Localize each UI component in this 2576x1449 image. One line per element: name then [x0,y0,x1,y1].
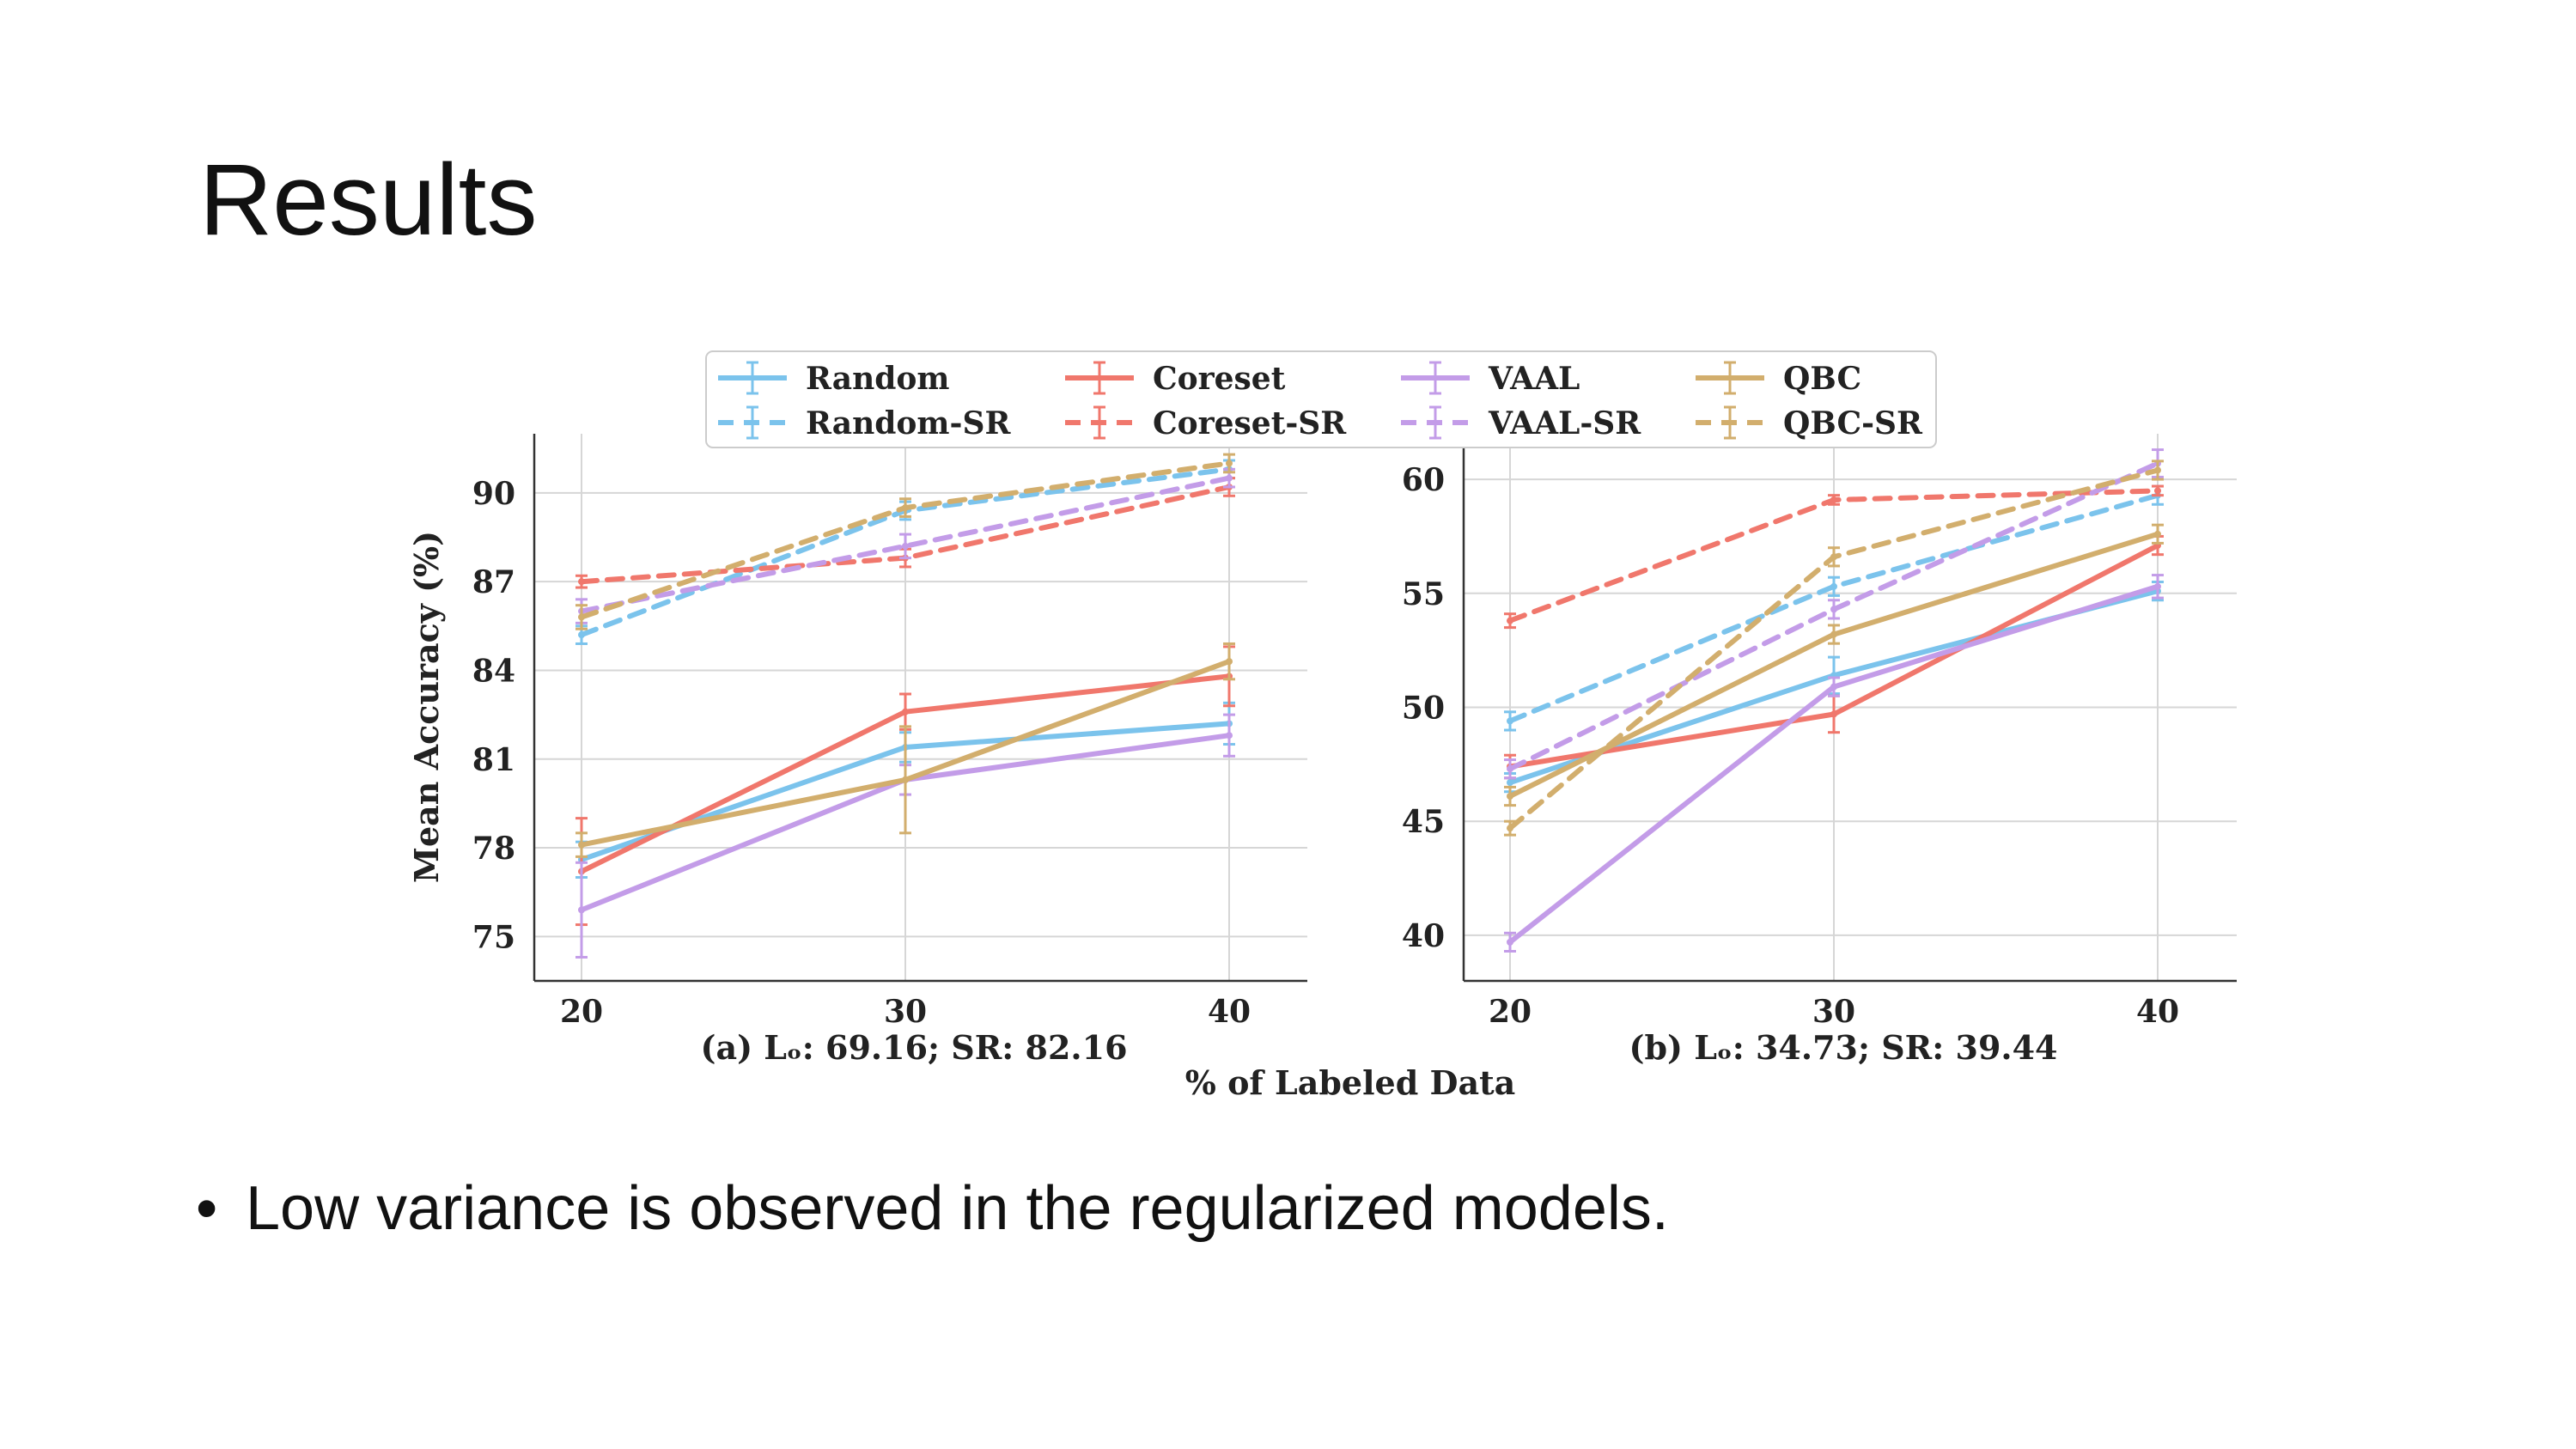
x-tick-label: 20 [560,994,603,1030]
data-point [1830,496,1837,503]
y-tick-label: 78 [472,831,515,867]
data-point [1226,474,1233,482]
data-point [902,708,909,715]
legend-label: Random-SR [806,405,1011,441]
x-tick-label: 40 [1208,994,1251,1030]
legend-label: Coreset-SR [1153,405,1347,441]
legend-label: VAAL [1488,361,1580,397]
data-point [2154,466,2161,474]
legend-label: VAAL-SR [1488,405,1641,441]
data-point [1226,732,1233,740]
data-point [578,613,585,621]
data-point [1507,779,1513,787]
data-point [1507,938,1513,946]
legend-label: QBC [1783,361,1861,397]
data-point [1830,710,1837,718]
legend-item-vaal-sr: VAAL-SR [1401,405,1641,441]
y-axis-label: Mean Accuracy (%) [407,531,446,883]
data-point [1507,617,1513,624]
slide-title: Results [199,143,538,257]
y-tick-label: 81 [472,742,515,778]
data-point [1507,765,1513,773]
legend-item-qbc-sr: QBC-SR [1696,405,1923,441]
data-point [578,578,585,586]
chart-panel-a: 75 78 81 84 87 90 20 30 40 (a) Lₒ: 69.16; SR: 82.… [407,434,1515,1102]
y-tick-label: 45 [1402,804,1445,840]
data-point [2154,530,2161,538]
x-tick-label: 30 [1812,994,1855,1030]
data-point [1226,460,1233,467]
data-point [578,906,585,914]
legend-item-coreset: Coreset [1065,361,1286,397]
legend: Random Coreset VAAL QBC Random-SR Coreset-SR V… [705,350,1937,448]
x-tick-label: 20 [1489,994,1532,1030]
legend-item-random-sr: Random-SR [718,405,1011,441]
x-tick-label: 40 [2136,994,2179,1030]
y-tick-label: 84 [472,653,515,689]
y-tick-label: 60 [1402,462,1445,498]
legend-box [705,350,1937,448]
data-point [578,631,585,639]
data-point [1507,825,1513,832]
chart-panel-b: 40 45 50 55 60 20 30 40 (b) Lₒ: 34.73; SR: 39.44 [1402,434,2237,1067]
data-point [578,841,585,849]
data-point [902,504,909,512]
bullet-text: Low variance is observed in the regulari… [246,1174,1669,1243]
x-axis-label: % of Labeled Data [1185,1063,1516,1102]
data-point [1507,793,1513,801]
data-point [902,776,909,783]
data-point [1830,582,1837,590]
data-point [1226,658,1233,666]
data-point [2154,582,2161,590]
data-point [1830,553,1837,561]
y-tick-label: 55 [1402,576,1445,612]
bullet-dot-icon: • [196,1174,218,1243]
legend-label: QBC-SR [1783,405,1923,441]
legend-item-vaal: VAAL [1401,361,1580,397]
y-tick-label: 40 [1402,918,1445,954]
legend-label: Coreset [1153,361,1286,397]
data-point [1830,630,1837,638]
legend-item-random: Random [718,361,950,397]
x-tick-label: 30 [884,994,927,1030]
y-tick-label: 75 [472,919,515,955]
data-point [1830,606,1837,613]
legend-label: Random [806,361,950,397]
y-tick-label: 87 [472,564,515,600]
y-tick-label: 50 [1402,691,1445,727]
y-tick-label: 90 [472,476,515,512]
bullet-point: • Low variance is observed in the regula… [196,1173,1669,1244]
panel-subtitle: (a) Lₒ: 69.16; SR: 82.16 [700,1028,1127,1067]
data-point [2154,487,2161,495]
legend-item-coreset-sr: Coreset-SR [1065,405,1347,441]
legend-item-qbc: QBC [1696,361,1861,397]
data-point [902,542,909,550]
data-point [1507,717,1513,725]
panel-subtitle: (b) Lₒ: 34.73; SR: 39.44 [1629,1028,2057,1067]
data-point [1830,683,1837,691]
series-line-vaal-sr [579,475,1232,614]
